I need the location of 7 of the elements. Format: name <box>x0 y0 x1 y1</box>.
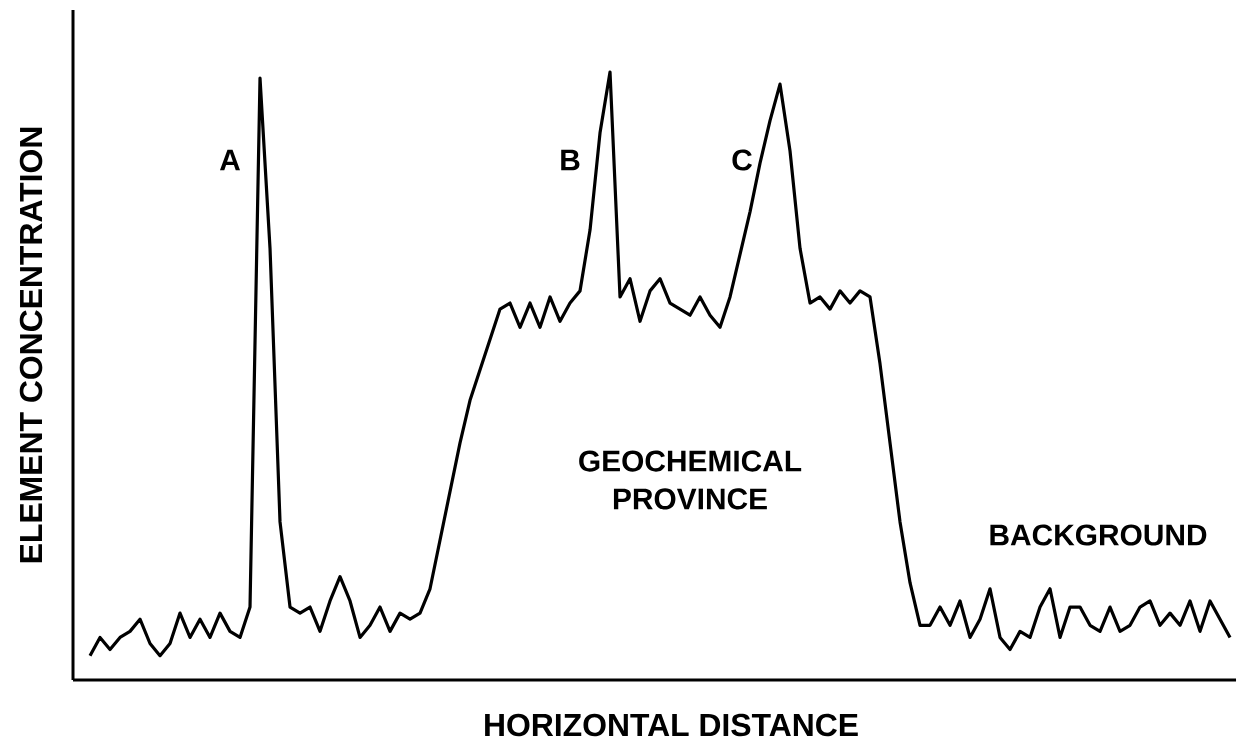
y-axis-title: ELEMENT CONCENTRATION <box>19 127 43 563</box>
x-axis-title: HORIZONTAL DISTANCE <box>485 713 858 737</box>
annotation: B <box>561 149 580 171</box>
annotation: C <box>732 149 752 171</box>
annotation: BACKGROUND <box>990 524 1207 546</box>
annotation: A <box>219 149 240 171</box>
annotation: GEOCHEMICAL PROVINCE <box>579 450 802 510</box>
